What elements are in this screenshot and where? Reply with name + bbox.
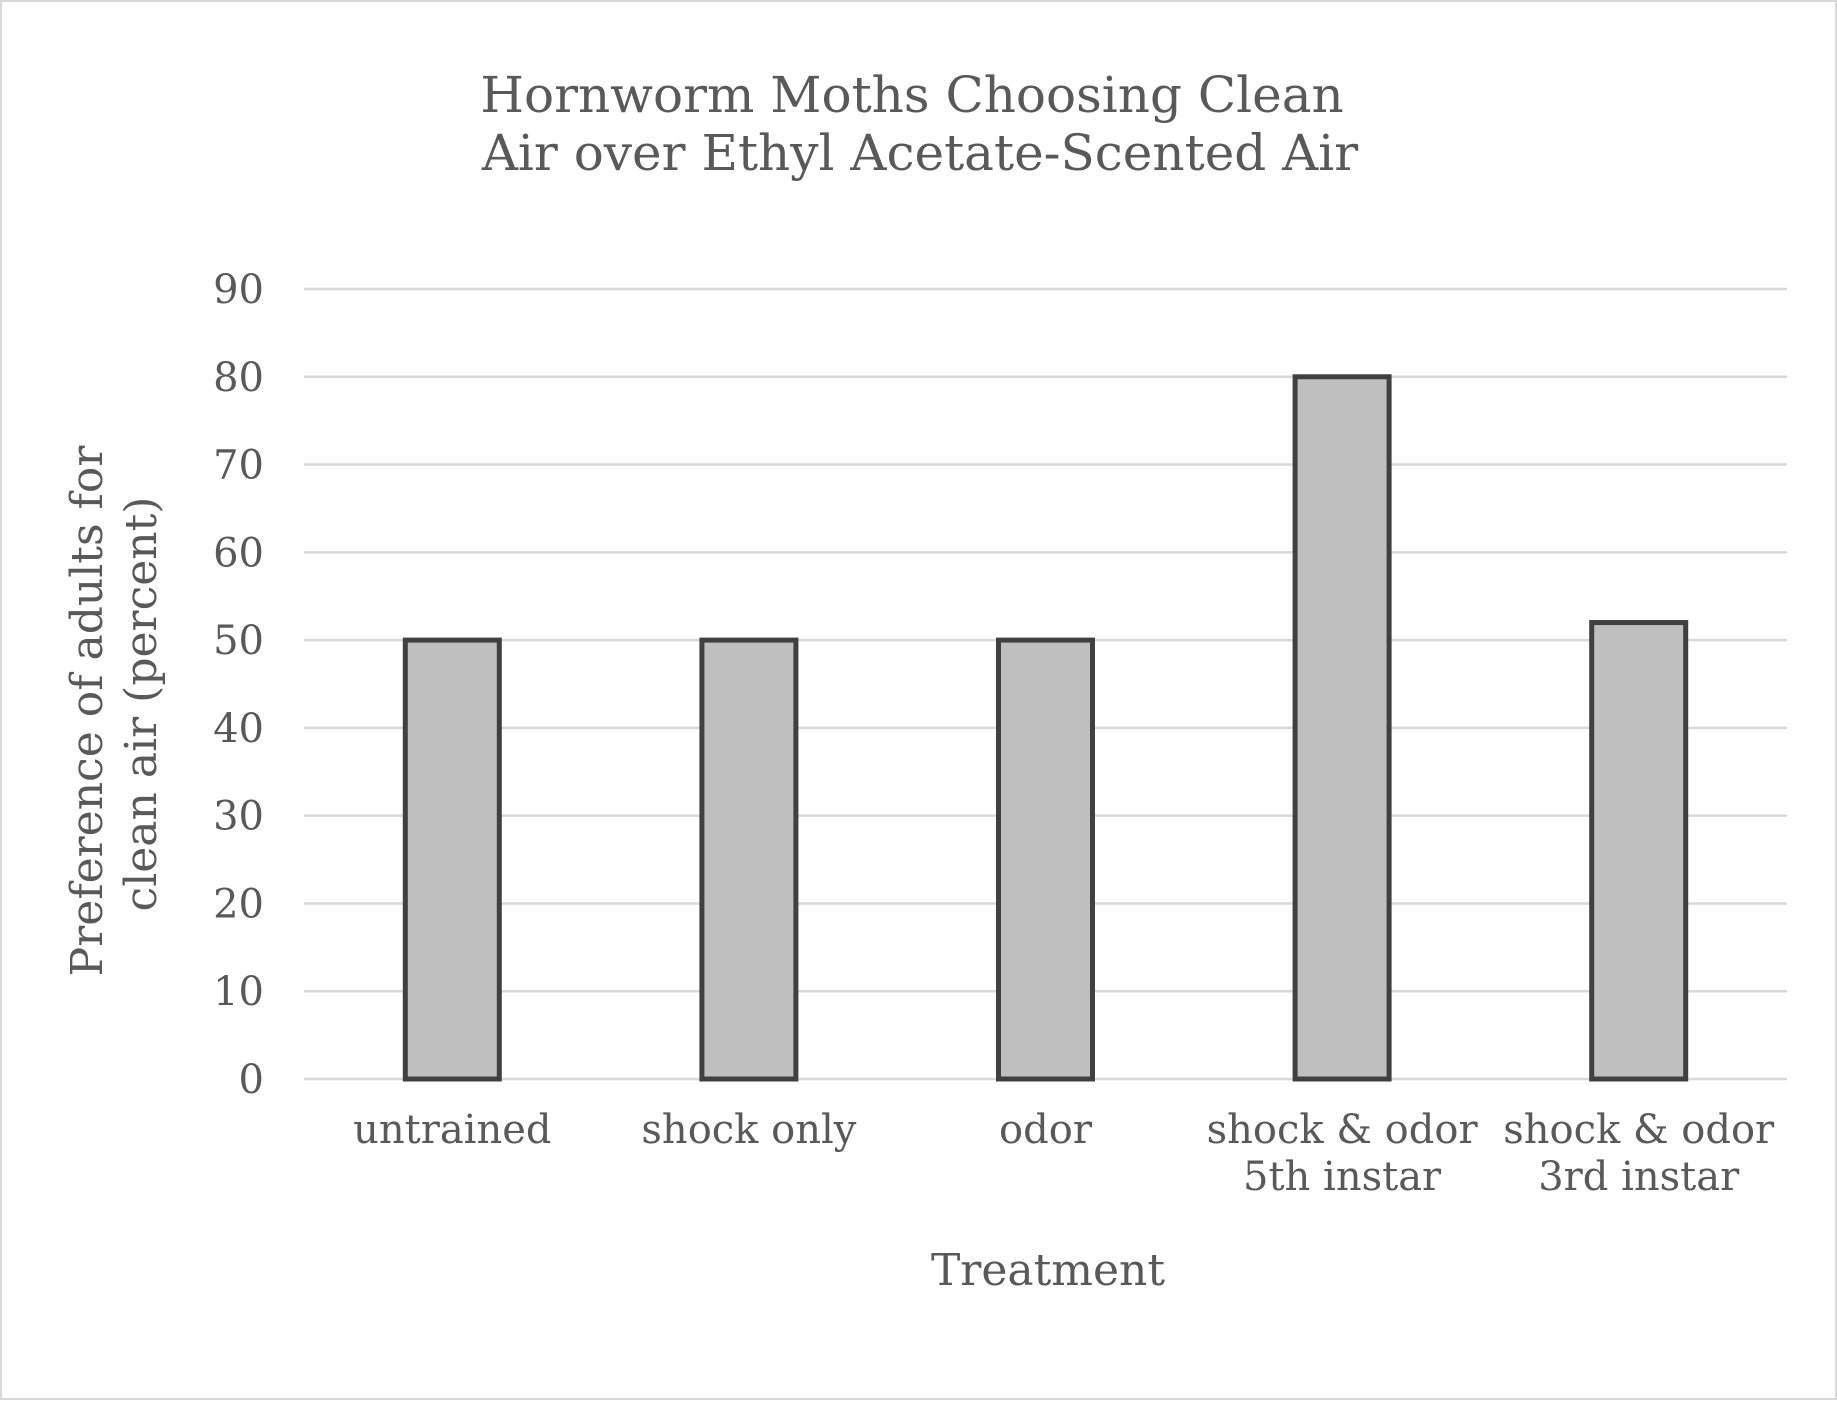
- x-tick-label: odor: [999, 1107, 1093, 1153]
- y-tick-label: 40: [213, 706, 264, 752]
- y-axis-title-line-2: clean air (percent): [116, 497, 167, 912]
- y-tick-label: 80: [213, 355, 264, 401]
- y-tick-label: 0: [239, 1057, 264, 1103]
- chart-title-line-2: Air over Ethyl Acetate-Scented Air: [481, 124, 1358, 182]
- x-tick-label: untrained: [353, 1107, 551, 1153]
- x-tick-label-line: shock & odor: [1503, 1107, 1775, 1153]
- bars: [402, 374, 1689, 1082]
- y-tick-label: 30: [213, 794, 264, 840]
- y-tick-label: 70: [213, 443, 264, 489]
- x-tick-label: shock only: [641, 1107, 856, 1153]
- x-tick-label-line: untrained: [353, 1107, 551, 1153]
- y-tick-label: 90: [213, 267, 264, 313]
- bar: [1292, 374, 1392, 1082]
- y-tick-label: 60: [213, 530, 264, 576]
- x-tick-label-line: shock only: [641, 1107, 856, 1153]
- x-tick-label-line: shock & odor: [1207, 1107, 1479, 1153]
- y-axis-title-line-1: Preference of adults for: [62, 445, 113, 977]
- x-tick-label: shock & odor 3rd instar: [1503, 1107, 1775, 1200]
- y-axis-tick-labels: 0 10 20 30 40 50 60 70 80 90: [213, 267, 264, 1103]
- x-tick-label-line: 3rd instar: [1538, 1154, 1740, 1200]
- x-tick-label: shock & odor 5th instar: [1207, 1107, 1479, 1200]
- y-tick-label: 20: [213, 881, 264, 927]
- x-axis-title: Treatment: [931, 1245, 1165, 1296]
- bar: [996, 637, 1095, 1082]
- chart-title: Hornworm Moths Choosing Clean Air over E…: [480, 66, 1359, 182]
- y-tick-label: 10: [213, 969, 264, 1015]
- x-tick-label-line: odor: [999, 1107, 1093, 1153]
- y-tick-label: 50: [213, 618, 264, 664]
- y-axis-title: Preference of adults for clean air (perc…: [62, 432, 167, 977]
- x-tick-label-line: 5th instar: [1243, 1154, 1442, 1200]
- bar: [402, 637, 502, 1082]
- chart-title-line-1: Hornworm Moths Choosing Clean: [480, 66, 1343, 124]
- bar: [1589, 620, 1689, 1082]
- bar: [699, 637, 799, 1082]
- x-axis-tick-labels: untrained shock only odor shock & odor 5th i…: [353, 1107, 1775, 1200]
